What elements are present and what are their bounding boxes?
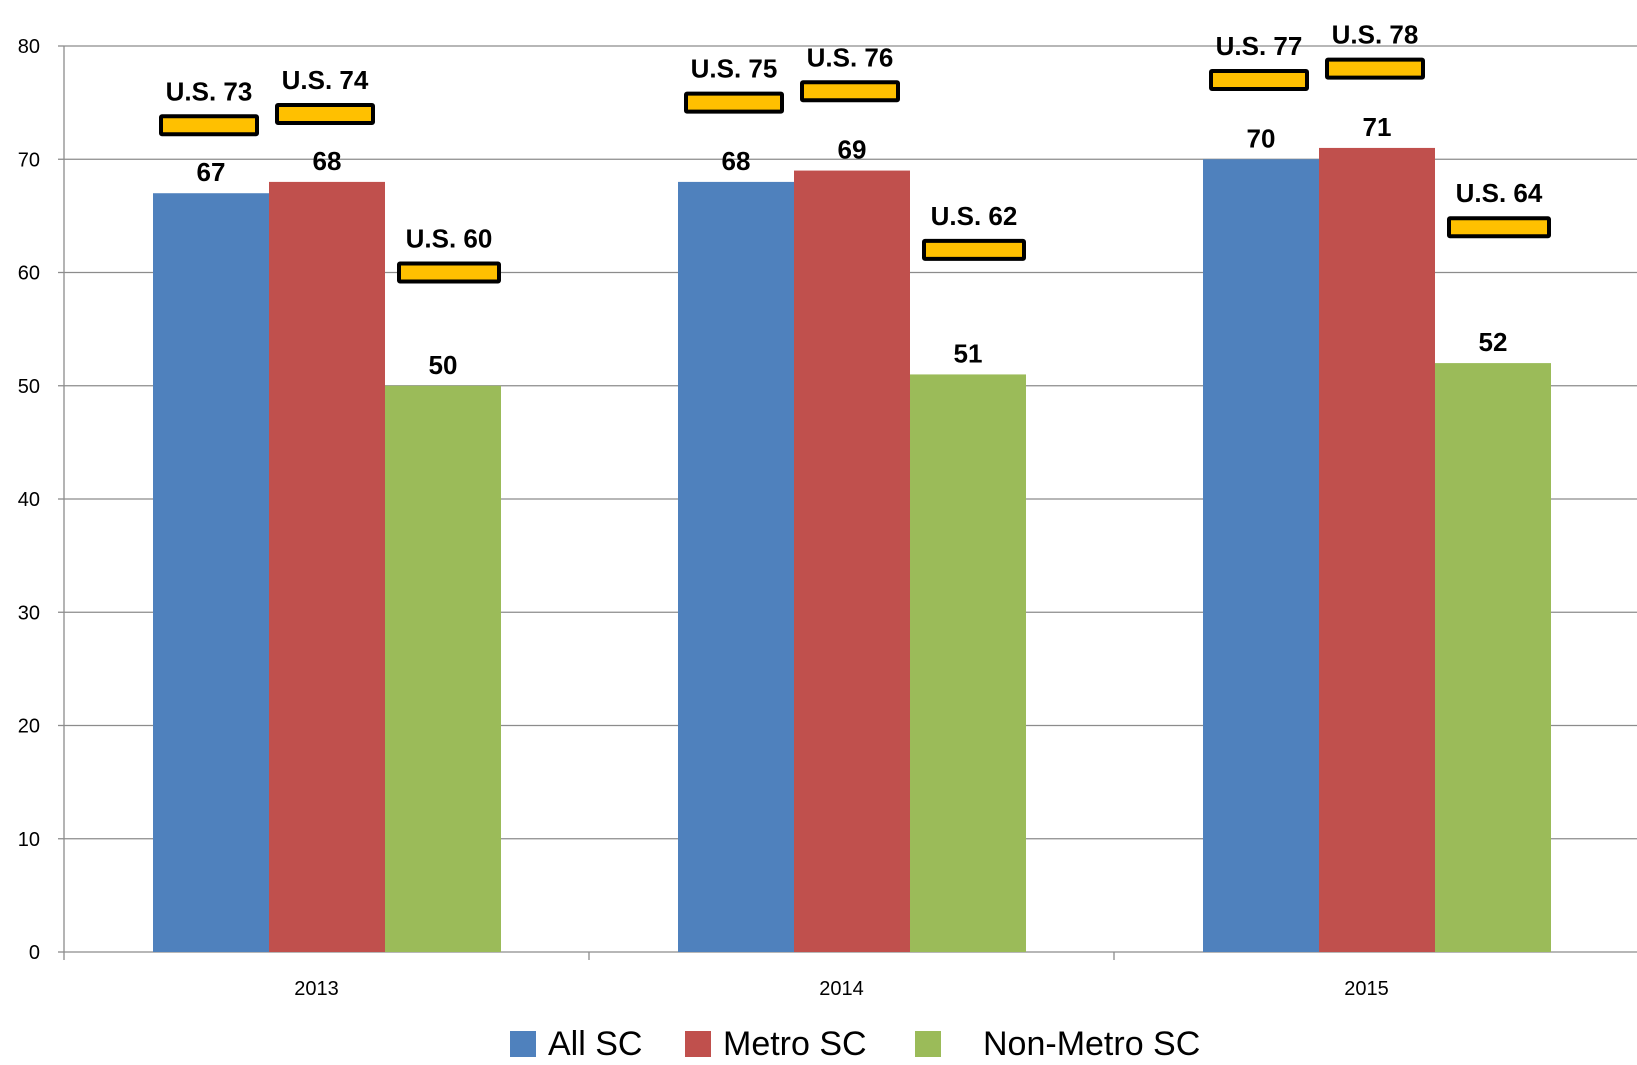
bar-chart: 0 10 20 30 40 50 60 70 80 2013 2014 2015 67 68 50 68 69… [18, 20, 1637, 1000]
data-label: 51 [954, 338, 983, 368]
bar [678, 181, 794, 952]
bar [153, 193, 269, 953]
bar [1319, 147, 1435, 953]
us-marker [800, 80, 900, 103]
us-marker [159, 114, 259, 137]
y-tick-label: 30 [18, 602, 40, 624]
us-marker-label: U.S. 60 [406, 224, 493, 254]
us-marker-label: U.S. 62 [931, 201, 1018, 231]
data-label: 52 [1479, 327, 1508, 357]
us-marker [1209, 68, 1309, 91]
data-label: 70 [1247, 123, 1276, 153]
y-tick-label: 20 [18, 716, 40, 738]
x-tick-label: 2015 [1344, 978, 1389, 1000]
data-label: 67 [197, 157, 226, 187]
data-labels: 67 68 50 68 69 51 70 71 52 [197, 112, 1508, 380]
us-marker-label: U.S. 64 [1456, 178, 1543, 208]
y-tick-label: 80 [18, 36, 40, 58]
bars [153, 147, 1551, 953]
data-label: 71 [1363, 112, 1392, 142]
y-tick-label: 50 [18, 376, 40, 398]
legend: All SC Metro SC Non-Metro SC [0, 1024, 1637, 1064]
x-tick-label: 2013 [294, 978, 339, 1000]
data-label: 50 [429, 350, 458, 380]
bar [794, 170, 910, 952]
bar [1435, 363, 1551, 953]
data-label: 68 [313, 146, 342, 176]
bar [269, 181, 385, 952]
data-label: 69 [838, 135, 867, 165]
y-tick-label: 70 [18, 149, 40, 171]
us-marker-label: U.S. 73 [166, 76, 253, 106]
y-tick-label: 60 [18, 263, 40, 285]
y-tick-label: 10 [18, 829, 40, 851]
x-tick-label: 2014 [819, 978, 864, 1000]
bar [910, 374, 1026, 952]
legend-item-metro-sc: Metro SC [685, 1024, 867, 1064]
legend-item-all-sc: All SC [510, 1024, 642, 1064]
legend-swatch-non-metro-sc [915, 1031, 941, 1057]
us-marker [397, 261, 501, 284]
us-marker-label: U.S. 78 [1332, 20, 1419, 50]
legend-swatch-metro-sc [685, 1031, 711, 1057]
data-label: 68 [722, 146, 751, 176]
us-marker-label: U.S. 74 [282, 65, 369, 95]
us-marker [275, 102, 375, 125]
legend-label-non-metro-sc: Non-Metro SC [983, 1024, 1201, 1063]
legend-swatch-all-sc [510, 1031, 536, 1057]
y-tick-label: 40 [18, 489, 40, 511]
bar [385, 385, 501, 952]
us-marker-label: U.S. 77 [1216, 31, 1303, 61]
us-marker-label: U.S. 75 [691, 54, 778, 84]
us-marker [922, 238, 1026, 261]
y-tick-label: 0 [29, 942, 40, 964]
us-marker [684, 91, 784, 114]
us-marker-label: U.S. 76 [807, 42, 894, 72]
bar [1203, 159, 1319, 952]
legend-label-metro-sc: Metro SC [723, 1024, 867, 1063]
legend-item-non-metro-sc: Non-Metro SC [915, 1024, 1200, 1064]
us-marker [1325, 57, 1425, 80]
legend-label-all-sc: All SC [548, 1024, 643, 1063]
us-markers: U.S. 73 U.S. 74 U.S. 60 U.S. 75 U.S. 76 U.S. … [159, 20, 1551, 284]
us-marker [1447, 216, 1551, 239]
